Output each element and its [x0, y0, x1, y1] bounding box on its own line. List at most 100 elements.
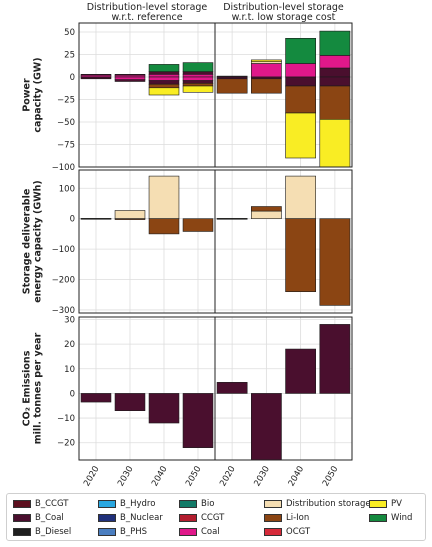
legend-label: B_Diesel: [35, 527, 72, 537]
legend-swatch: [179, 499, 197, 508]
legend-item: Coal: [179, 525, 224, 539]
y-axis-label: mill. tonnes per year: [33, 332, 44, 444]
bar-segment: [251, 63, 282, 78]
y-tick-label: 30: [64, 315, 75, 325]
y-axis-label: capacity (GW): [33, 57, 44, 132]
column-title: Distribution-level storage: [223, 2, 344, 13]
y-tick-label: −10: [57, 414, 75, 424]
legend-item: B_Hydro: [98, 497, 163, 511]
legend-item: CCGT: [179, 511, 224, 525]
bar-segment: [148, 71, 180, 75]
y-tick-label: 50: [64, 28, 75, 38]
legend-swatch: [13, 499, 31, 508]
bar-segment: [114, 218, 146, 220]
bar-segment: [182, 62, 214, 72]
panel-frame: [214, 22, 353, 168]
bar-segment: [114, 210, 146, 219]
legend-swatch: [179, 513, 197, 522]
bar-segment: [285, 218, 316, 293]
legend-item: B_CCGT: [13, 497, 71, 511]
legend: B_CCGT B_Coal B_Diesel B_Hydro B_Nuclear B_PH…: [6, 493, 426, 541]
bar-segment: [285, 85, 316, 114]
panel: [214, 316, 353, 461]
bar-segment: [319, 30, 351, 56]
y-tick-label: 0: [70, 215, 75, 225]
bar-segment: [148, 74, 180, 78]
panel: [214, 22, 353, 168]
bar-segment: [148, 64, 180, 72]
bar-segment: [148, 83, 180, 89]
legend-column: Distribution storage Li-Ion OCGT: [264, 497, 371, 539]
y-axis-label: energy capacity (GWh): [33, 180, 44, 303]
legend-label: Bio: [201, 499, 215, 509]
column-title: w.r.t. reference: [111, 12, 182, 23]
bar-segment: [251, 206, 282, 212]
legend-swatch: [264, 527, 282, 536]
legend-swatch: [98, 513, 116, 522]
bar-segment: [80, 74, 112, 76]
bar-segment: [182, 85, 214, 93]
bar-segment: [251, 210, 282, 219]
bar-segment: [319, 55, 351, 69]
bar-segment: [319, 85, 351, 120]
panel: [78, 169, 216, 314]
legend-item: B_PHS: [98, 525, 163, 539]
legend-label: OCGT: [286, 527, 311, 537]
y-tick-label: 0: [70, 73, 75, 83]
panel: [78, 316, 216, 461]
legend-label: B_CCGT: [35, 499, 69, 509]
bar-segment: [216, 218, 248, 220]
bar-segment: [319, 67, 351, 78]
legend-swatch: [369, 499, 387, 508]
y-tick-label: 25: [64, 51, 75, 61]
y-tick-label: −200: [52, 276, 75, 286]
panel-background: [79, 23, 215, 167]
y-tick-label: −20: [57, 439, 75, 449]
legend-label: PV: [391, 499, 402, 509]
bar-segment: [319, 324, 351, 394]
bar-segment: [182, 71, 214, 75]
bar-segment: [251, 59, 282, 63]
y-axis-label: CO₂ Emissions: [22, 350, 33, 426]
y-tick-label: −50: [57, 118, 75, 128]
y-tick-label: −100: [52, 163, 75, 173]
legend-label: B_Hydro: [120, 499, 156, 509]
bar-segment: [251, 393, 282, 461]
legend-item: Distribution storage: [264, 497, 371, 511]
bar-segment: [114, 393, 146, 411]
bar-segment: [148, 393, 180, 424]
panel: [214, 169, 353, 314]
legend-swatch: [264, 499, 282, 508]
legend-column: B_CCGT B_Coal B_Diesel: [13, 497, 71, 539]
bar-segment: [216, 382, 248, 394]
column-title: w.r.t. low storage cost: [232, 12, 336, 23]
legend-swatch: [13, 513, 31, 522]
legend-swatch: [264, 513, 282, 522]
y-tick-label: 20: [64, 340, 75, 350]
legend-item: Bio: [179, 497, 224, 511]
x-tick-label: 2050: [321, 465, 340, 489]
legend-label: Distribution storage: [286, 499, 371, 509]
bar-segment: [148, 76, 180, 81]
bar-segment: [319, 76, 351, 87]
bar-segment: [285, 112, 316, 159]
x-tick-label: 2030: [252, 465, 271, 489]
y-tick-label: 0: [70, 389, 75, 399]
bar-segment: [216, 78, 248, 94]
bar-segment: [319, 119, 351, 168]
legend-label: B_Nuclear: [120, 513, 163, 523]
bar-segment: [182, 218, 214, 232]
legend-item: OCGT: [264, 525, 371, 539]
x-tick-label: 2030: [116, 465, 135, 489]
legend-item: B_Coal: [13, 511, 71, 525]
bar-segment: [285, 348, 316, 394]
bar-segment: [285, 37, 316, 64]
bar-segment: [251, 78, 282, 94]
y-tick-label: −300: [52, 306, 75, 316]
y-axis-label: Power: [22, 78, 33, 112]
bar-segment: [319, 218, 351, 306]
x-tick-label: 2020: [82, 465, 101, 489]
figure: Distribution-level storage w.r.t. referen…: [22, 2, 353, 489]
bar-segment: [182, 76, 214, 81]
legend-item: Wind: [369, 511, 412, 525]
